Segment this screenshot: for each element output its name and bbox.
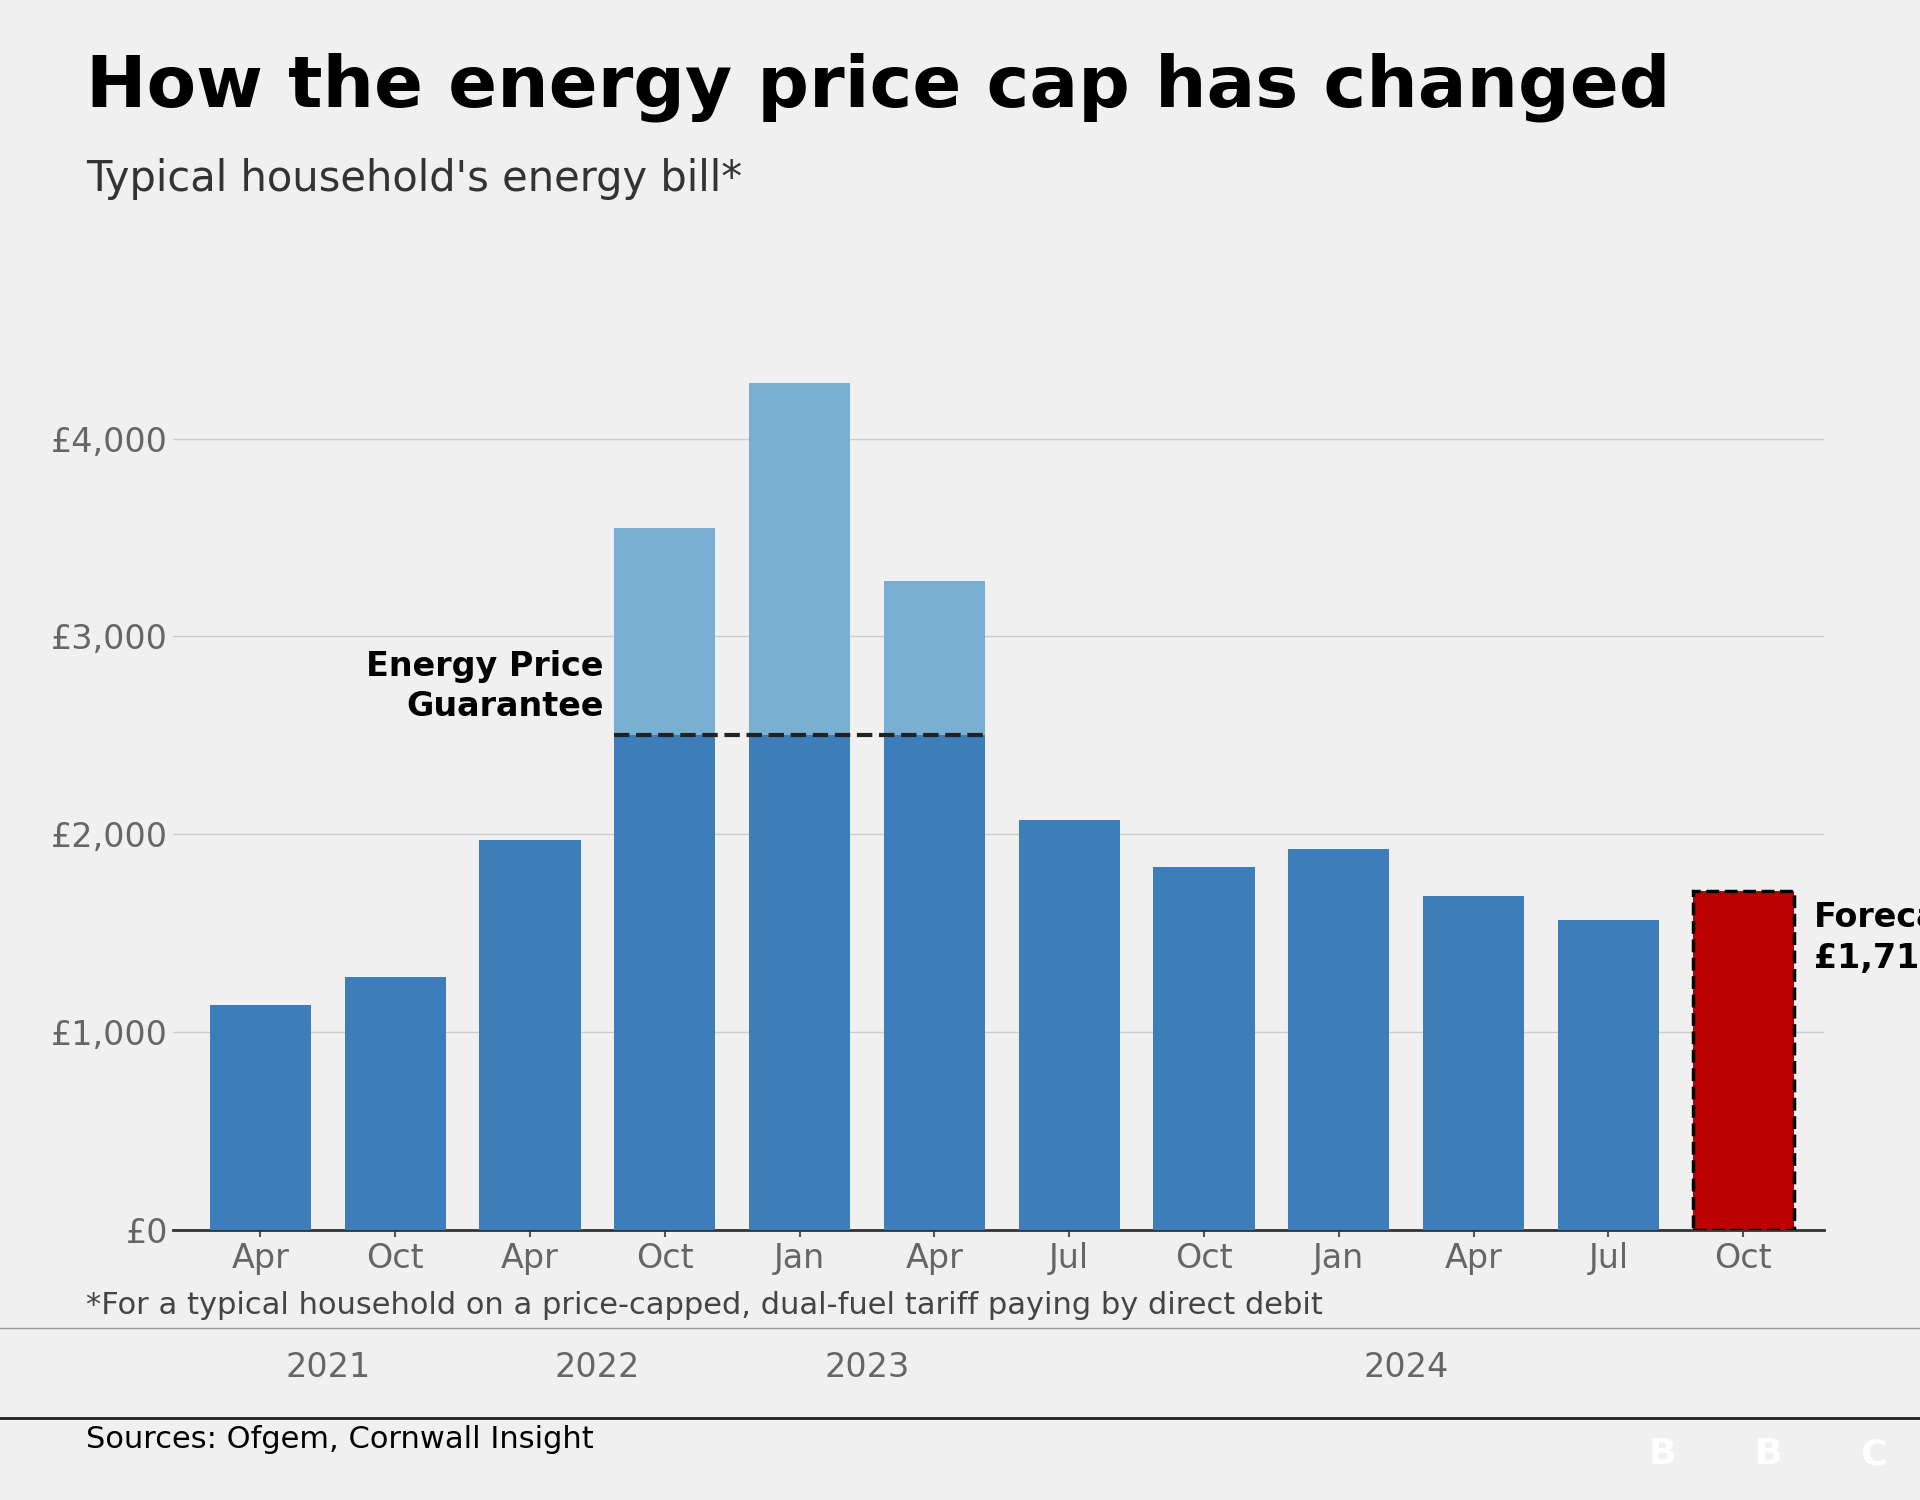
Bar	[1693, 891, 1793, 1230]
Text: 2024: 2024	[1363, 1352, 1450, 1384]
Bar	[1154, 867, 1254, 1230]
Bar	[480, 840, 580, 1230]
Bar	[883, 580, 985, 735]
Text: Forecast
£1,714: Forecast £1,714	[1814, 900, 1920, 975]
Text: 2022: 2022	[555, 1352, 639, 1384]
Bar	[1288, 849, 1390, 1230]
Text: B: B	[1649, 1437, 1676, 1472]
Text: Typical household's energy bill*: Typical household's energy bill*	[86, 158, 743, 200]
Bar	[614, 735, 716, 1230]
Text: Sources: Ofgem, Cornwall Insight: Sources: Ofgem, Cornwall Insight	[86, 1425, 593, 1454]
Bar	[614, 528, 716, 735]
Text: *For a typical household on a price-capped, dual-fuel tariff paying by direct de: *For a typical household on a price-capp…	[86, 1292, 1323, 1320]
Bar	[749, 735, 851, 1230]
Bar	[209, 1005, 311, 1230]
Text: 2023: 2023	[824, 1352, 910, 1384]
Text: C: C	[1860, 1437, 1887, 1472]
Text: How the energy price cap has changed: How the energy price cap has changed	[86, 53, 1670, 122]
Bar	[749, 384, 851, 735]
Text: B: B	[1755, 1437, 1782, 1472]
Text: Energy Price
Guarantee: Energy Price Guarantee	[367, 650, 603, 723]
Bar	[1557, 920, 1659, 1230]
Bar	[1693, 891, 1793, 1230]
Bar	[1020, 819, 1119, 1230]
Bar	[1423, 896, 1524, 1230]
Bar	[883, 735, 985, 1230]
Text: 2021: 2021	[286, 1352, 371, 1384]
Bar	[346, 978, 445, 1230]
